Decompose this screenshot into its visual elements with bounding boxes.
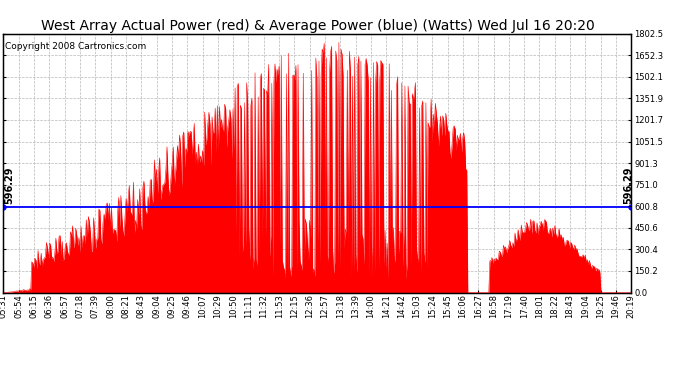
Title: West Array Actual Power (red) & Average Power (blue) (Watts) Wed Jul 16 20:20: West Array Actual Power (red) & Average … — [41, 19, 594, 33]
Text: 596.29: 596.29 — [623, 166, 633, 204]
Text: 596.29: 596.29 — [4, 166, 14, 204]
Text: Copyright 2008 Cartronics.com: Copyright 2008 Cartronics.com — [5, 42, 146, 51]
